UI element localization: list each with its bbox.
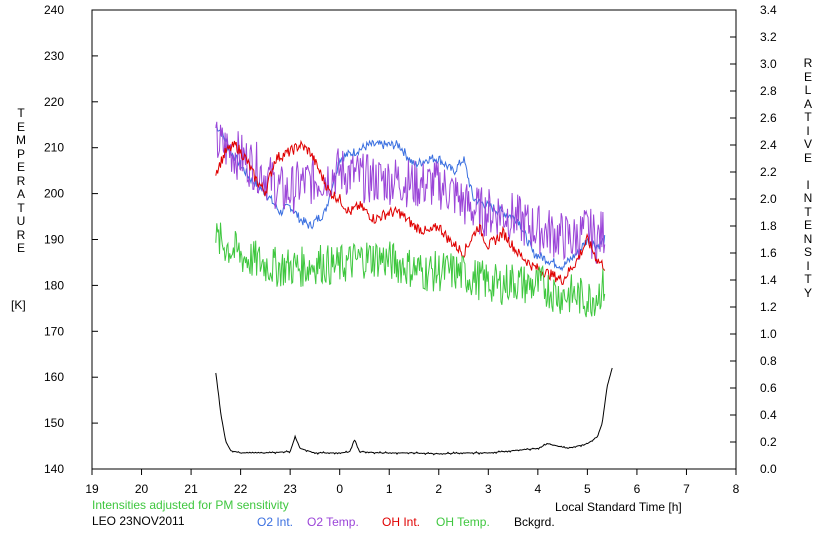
- x-axis-tick-label: 8: [733, 482, 740, 496]
- x-axis-tick-label: 20: [135, 482, 149, 496]
- right-axis-tick-label: 2.4: [760, 138, 777, 152]
- left-axis-tick-label: 180: [44, 278, 64, 292]
- right-axis-tick-label: 2.8: [760, 84, 777, 98]
- annotation-text: Intensities adjusted for PM sensitivity: [92, 498, 289, 512]
- legend-entry-o2-int: O2 Int.: [257, 515, 293, 529]
- right-axis-tick-label: 1.0: [760, 327, 777, 341]
- right-axis-tick-label: 2.2: [760, 165, 777, 179]
- x-axis-tick-label: 0: [336, 482, 343, 496]
- x-axis-tick-label: 23: [283, 482, 297, 496]
- left-axis-title: T E M P E R A T U R E: [16, 106, 26, 255]
- right-axis-tick-label: 0.6: [760, 381, 777, 395]
- right-axis-tick-label: 1.4: [760, 273, 777, 287]
- legend-entry-oh-temp: OH Temp.: [436, 515, 490, 529]
- legend-entry-o2-temp: O2 Temp.: [307, 515, 359, 529]
- x-axis-title: Local Standard Time [h]: [555, 500, 682, 514]
- right-axis-tick-label: 3.4: [760, 3, 777, 17]
- x-axis-tick-label: 19: [85, 482, 99, 496]
- x-axis-tick-label: 5: [584, 482, 591, 496]
- right-axis-tick-label: 0.0: [760, 462, 777, 476]
- x-axis-tick-label: 21: [184, 482, 198, 496]
- x-axis-tick-label: 3: [485, 482, 492, 496]
- right-axis-tick-label: 0.2: [760, 435, 777, 449]
- legend-entry-oh-int: OH Int.: [382, 515, 420, 529]
- left-axis-tick-label: 210: [44, 141, 64, 155]
- right-axis-title: R E L A T I V E I N T E N S I T Y: [803, 56, 813, 300]
- right-axis-tick-label: 0.4: [760, 408, 777, 422]
- x-axis-tick-label: 6: [634, 482, 641, 496]
- right-axis-tick-label: 1.8: [760, 219, 777, 233]
- right-axis-tick-label: 3.0: [760, 57, 777, 71]
- series-line-o2-temp: [215, 121, 606, 264]
- left-axis-tick-label: 220: [44, 95, 64, 109]
- x-axis-tick-label: 2: [435, 482, 442, 496]
- right-axis-tick-label: 2.6: [760, 111, 777, 125]
- x-axis-tick-label: 22: [234, 482, 248, 496]
- x-axis-tick-label: 4: [535, 482, 542, 496]
- left-axis-tick-label: 150: [44, 416, 64, 430]
- right-axis-tick-label: 1.2: [760, 300, 777, 314]
- right-axis-tick-label: 3.2: [760, 30, 777, 44]
- right-axis-tick-label: 1.6: [760, 246, 777, 260]
- left-axis-tick-label: 240: [44, 3, 64, 17]
- left-axis-tick-label: 140: [44, 462, 64, 476]
- left-axis-tick-label: 160: [44, 370, 64, 384]
- right-axis-tick-label: 2.0: [760, 192, 777, 206]
- left-axis-tick-label: 200: [44, 187, 64, 201]
- series-line-o2-int: [215, 124, 606, 272]
- left-axis-unit: [K]: [11, 298, 26, 312]
- x-axis-tick-label: 7: [683, 482, 690, 496]
- x-axis-tick-label: 1: [386, 482, 393, 496]
- left-axis-tick-label: 230: [44, 49, 64, 63]
- left-axis-tick-label: 170: [44, 324, 64, 338]
- legend-entry-bckgrd: Bckgrd.: [514, 515, 555, 529]
- station-label: LEO 23NOV2011: [92, 514, 185, 528]
- plot-frame: [91, 9, 737, 470]
- series-line-bckgrd: [215, 367, 613, 456]
- right-axis-tick-label: 0.8: [760, 354, 777, 368]
- left-axis-tick-label: 190: [44, 233, 64, 247]
- series-line-oh-temp: [215, 222, 606, 318]
